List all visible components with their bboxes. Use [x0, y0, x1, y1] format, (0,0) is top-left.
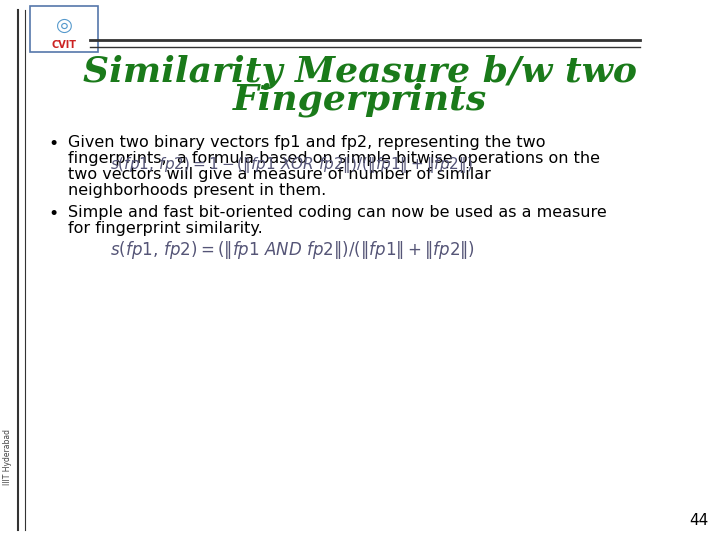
Text: Fingerprints: Fingerprints	[233, 83, 487, 117]
Text: •: •	[48, 135, 58, 153]
Text: ◎: ◎	[55, 16, 73, 35]
Text: neighborhoods present in them.: neighborhoods present in them.	[68, 183, 326, 198]
Text: IIIT Hyderabad: IIIT Hyderabad	[4, 429, 12, 485]
Text: two vectors will give a measure of number of similar: two vectors will give a measure of numbe…	[68, 167, 491, 182]
FancyBboxPatch shape	[30, 6, 98, 52]
Text: for fingerprint similarity.: for fingerprint similarity.	[68, 221, 263, 236]
Text: Simple and fast bit-oriented coding can now be used as a measure: Simple and fast bit-oriented coding can …	[68, 205, 607, 220]
Text: 44: 44	[689, 513, 708, 528]
Text: Given two binary vectors fp1 and fp2, representing the two: Given two binary vectors fp1 and fp2, re…	[68, 135, 546, 150]
Text: $s(\mathit{fp}1,\,\mathit{fp}2) = (\|\mathit{fp}1\ AND\ \mathit{fp}2\|)/(\|\math: $s(\mathit{fp}1,\,\mathit{fp}2) = (\|\ma…	[110, 239, 475, 261]
Text: CVIT: CVIT	[52, 40, 76, 50]
Text: •: •	[48, 205, 58, 223]
Text: $s(\mathit{fp}1,\,\mathit{fp}2) = 1 - (\|\mathit{fp}1\ XOR\ \mathit{fp}2\|)/(\|\: $s(\mathit{fp}1,\,\mathit{fp}2) = 1 - (\…	[110, 155, 473, 175]
Text: fingerprints,  a formula based on simple bitwise operations on the: fingerprints, a formula based on simple …	[68, 151, 600, 166]
Text: Similarity Measure b/w two: Similarity Measure b/w two	[83, 55, 637, 89]
